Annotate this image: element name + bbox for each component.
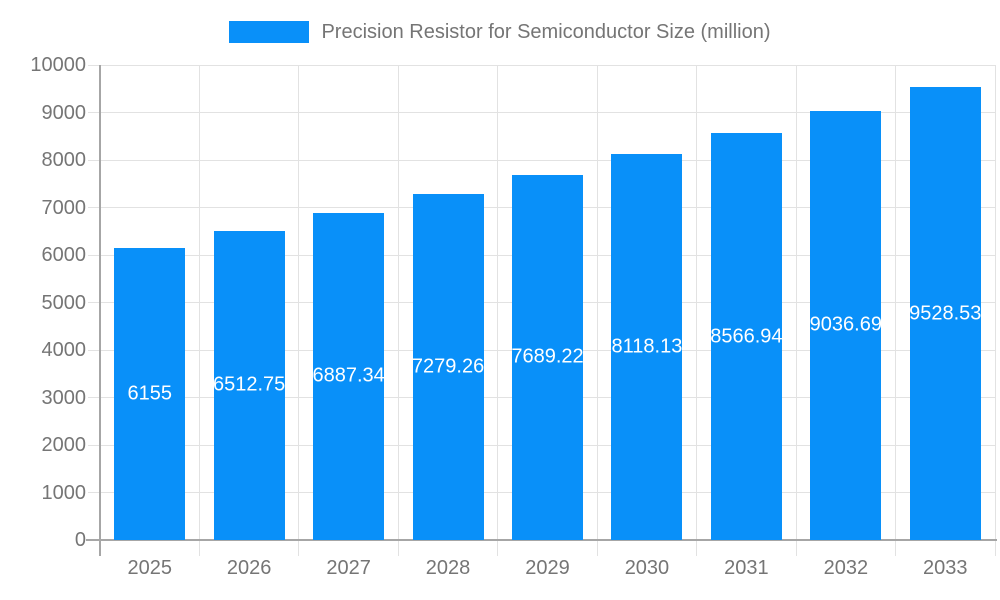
x-axis-tick-label: 2027 — [326, 557, 371, 579]
y-axis-tick — [88, 349, 100, 351]
y-axis-tick — [88, 159, 100, 161]
x-axis-tick-label: 2029 — [525, 557, 570, 579]
gridline-vertical — [795, 65, 797, 556]
x-axis-tick-label: 2028 — [425, 557, 471, 579]
bar — [909, 87, 981, 540]
bar-value-label: 6155 — [127, 382, 172, 405]
gridline-horizontal — [100, 112, 995, 113]
gridline-vertical — [298, 65, 300, 556]
y-axis-line — [99, 65, 101, 556]
bar-value-label: 9036.69 — [809, 313, 882, 336]
y-axis-tick-label: 1000 — [41, 481, 87, 504]
gridline-vertical — [994, 65, 996, 556]
y-axis-tick — [88, 444, 100, 446]
y-axis-tick-label: 9000 — [41, 101, 87, 124]
gridline-vertical — [596, 65, 598, 556]
legend-label: Precision Resistor for Semiconductor Siz… — [321, 21, 771, 43]
y-axis-tick — [88, 64, 100, 66]
y-axis-tick — [88, 112, 100, 113]
bar — [810, 110, 882, 540]
bar — [213, 230, 285, 540]
gridline-vertical — [497, 65, 499, 556]
y-axis-tick-label: 10000 — [30, 54, 86, 76]
bar-value-label: 8566.94 — [710, 325, 783, 348]
x-axis-tick-label: 2032 — [823, 557, 869, 579]
bar-value-label: 6887.34 — [312, 364, 385, 387]
gridline-vertical — [397, 65, 399, 556]
bar — [611, 154, 683, 540]
gridline-horizontal — [100, 159, 995, 161]
y-axis-tick-label: 3000 — [41, 386, 87, 409]
bar-value-label: 7689.22 — [511, 345, 584, 368]
bar — [412, 194, 484, 540]
y-axis-tick-label: 4000 — [41, 339, 87, 361]
bar-value-label: 9528.53 — [909, 302, 982, 325]
y-axis-tick — [88, 492, 100, 493]
bar-value-label: 7279.26 — [411, 355, 485, 378]
gridline-vertical — [696, 65, 698, 556]
bar — [313, 212, 385, 540]
y-axis-tick — [88, 397, 100, 398]
bar-value-label: 8118.13 — [611, 335, 683, 358]
bar-value-label: 6512.75 — [213, 373, 286, 396]
plot-area: 6155 6512.75 6887.34 7279.26 7689.22 8118.13 8… — [86, 64, 997, 556]
bar — [710, 133, 782, 540]
x-axis-tick-label: 2026 — [226, 557, 272, 579]
y-axis-tick-label: 6000 — [41, 244, 87, 266]
x-axis-tick-label: 2025 — [127, 557, 172, 579]
y-axis-tick-label: 2000 — [41, 434, 87, 456]
bar — [512, 174, 583, 540]
gridline-vertical — [198, 65, 200, 556]
y-axis-tick — [88, 254, 100, 256]
y-axis-tick-label: 5000 — [41, 291, 87, 314]
x-axis-tick-label: 2031 — [724, 557, 769, 579]
gridline-vertical — [895, 65, 897, 556]
gridline-horizontal — [100, 64, 995, 66]
x-axis-tick-label: 2033 — [923, 557, 968, 579]
y-axis-tick-label: 7000 — [41, 196, 87, 219]
bar — [114, 247, 186, 540]
y-axis-tick-label: 0 — [74, 529, 86, 551]
y-axis-tick — [88, 302, 100, 303]
x-axis-tick-label: 2030 — [624, 557, 670, 579]
y-axis-tick — [88, 207, 100, 208]
x-axis-line — [86, 539, 997, 541]
legend-swatch-icon — [229, 21, 310, 43]
legend[interactable]: Precision Resistor for Semiconductor Siz… — [0, 20, 1000, 44]
y-axis-tick-label: 8000 — [41, 149, 87, 171]
